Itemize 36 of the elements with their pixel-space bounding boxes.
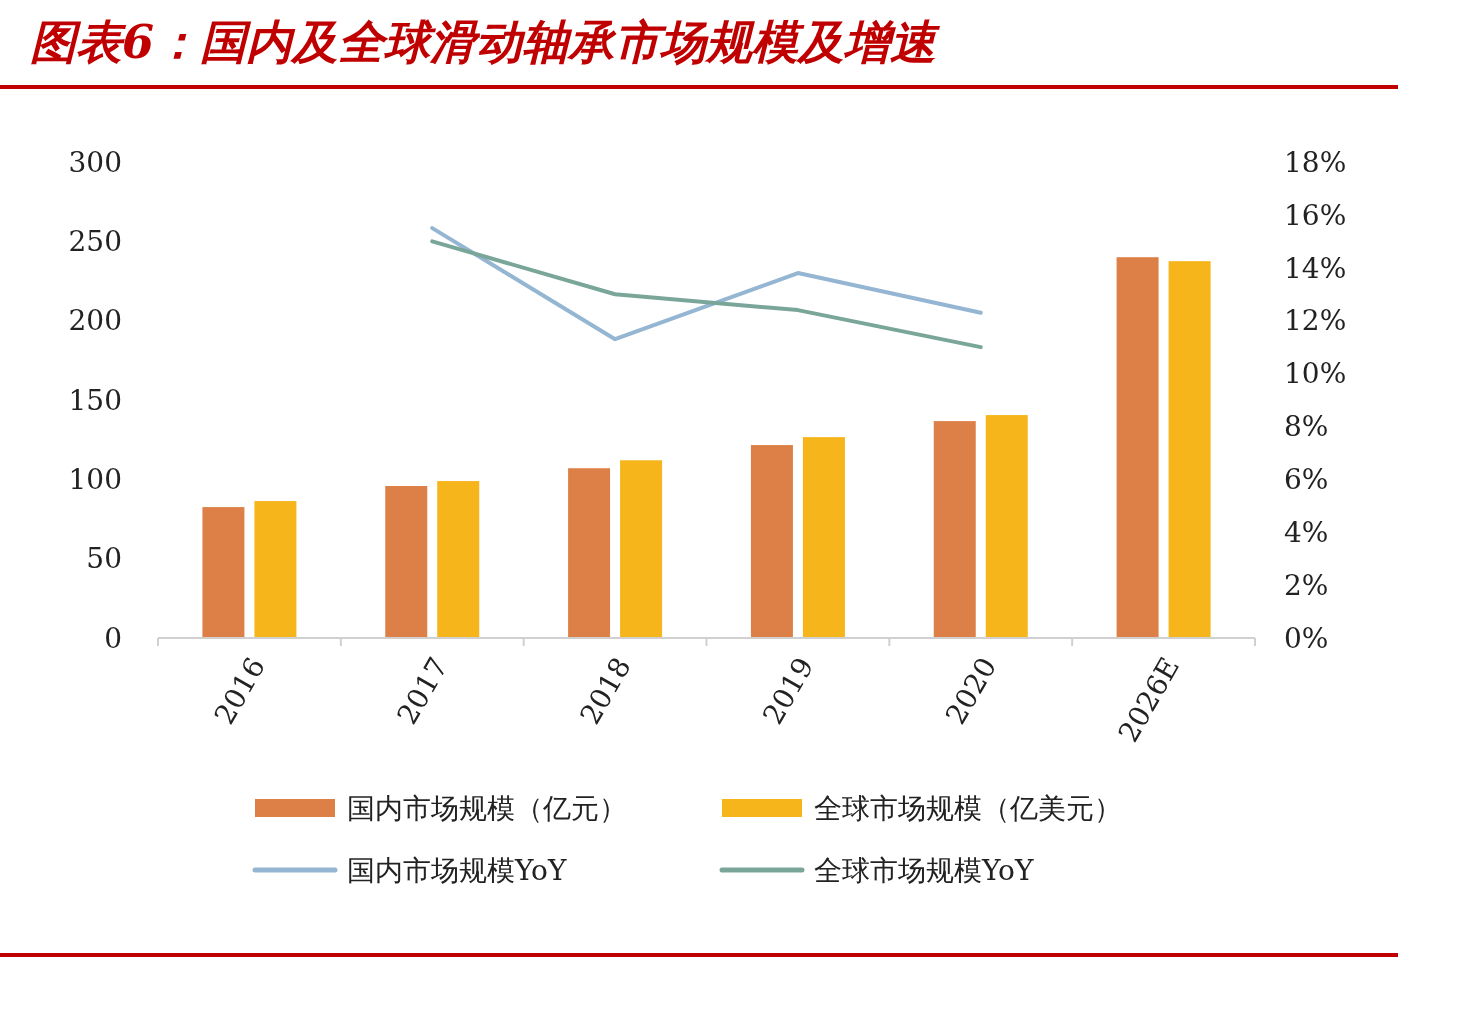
bar bbox=[254, 501, 297, 638]
y-tick-label: 300 bbox=[68, 145, 122, 179]
y2-tick-label: 8% bbox=[1284, 410, 1329, 444]
y-tick-label: 50 bbox=[86, 542, 122, 576]
bar bbox=[437, 481, 480, 638]
line-series bbox=[430, 226, 983, 342]
bar bbox=[385, 486, 428, 638]
legend-label: 全球市场规模（亿美元） bbox=[814, 791, 1122, 825]
y2-tick-label: 14% bbox=[1284, 251, 1347, 285]
chart-title: 图表6：国内及全球滑动轴承市场规模及增速 bbox=[30, 15, 942, 69]
y-tick-label: 0 bbox=[104, 621, 122, 655]
y2-tick-label: 6% bbox=[1284, 463, 1329, 497]
bar bbox=[568, 468, 611, 638]
bar bbox=[202, 507, 245, 638]
y2-tick-label: 10% bbox=[1284, 357, 1347, 391]
bar bbox=[802, 437, 845, 638]
line-series bbox=[430, 239, 983, 350]
bar bbox=[1116, 257, 1159, 638]
y2-tick-label: 4% bbox=[1284, 516, 1329, 550]
legend-label: 全球市场规模YoY bbox=[814, 853, 1034, 887]
y2-tick-label: 12% bbox=[1284, 304, 1347, 338]
bar bbox=[933, 421, 976, 638]
legend-label: 国内市场规模YoY bbox=[347, 853, 567, 887]
y-tick-label: 150 bbox=[68, 383, 122, 417]
y-tick-label: 100 bbox=[68, 463, 122, 497]
legend-label: 国内市场规模（亿元） bbox=[347, 791, 627, 825]
y-tick-label: 250 bbox=[68, 225, 122, 259]
bar bbox=[620, 460, 663, 638]
bar bbox=[985, 415, 1028, 638]
y2-tick-label: 18% bbox=[1284, 145, 1347, 179]
y-tick-label: 200 bbox=[68, 304, 122, 338]
bar bbox=[750, 445, 793, 638]
y2-tick-label: 16% bbox=[1284, 198, 1347, 232]
y2-tick-label: 0% bbox=[1284, 621, 1329, 655]
y2-tick-label: 2% bbox=[1284, 568, 1329, 602]
bar bbox=[1168, 261, 1211, 638]
